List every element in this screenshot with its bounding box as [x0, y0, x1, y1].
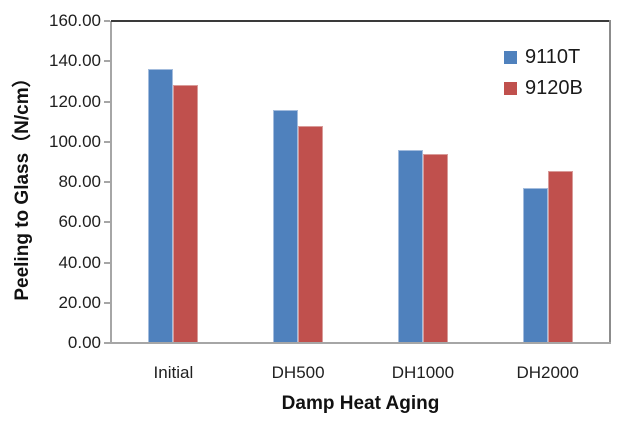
y-axis-tick-mark: [104, 261, 110, 264]
bar-9110T-Initial: [148, 69, 174, 343]
bar-9120B-DH2000: [547, 170, 573, 343]
y-axis-tick-mark: [104, 301, 110, 304]
x-axis-line: [110, 342, 611, 344]
x-axis-tick-label: DH2000: [516, 363, 579, 382]
x-axis-tick-label: Initial: [153, 363, 194, 382]
plot-area: [110, 20, 611, 344]
x-axis-title: Damp Heat Aging: [281, 393, 440, 414]
bar-9120B-Initial: [173, 85, 199, 343]
legend: 9110T 9120B: [504, 44, 583, 101]
y-axis-tick-mark: [104, 221, 110, 224]
bar-9110T-DH500: [273, 109, 299, 343]
y-axis-tick-mark: [104, 181, 110, 183]
x-axis-tick-label: DH1000: [391, 363, 455, 382]
legend-label: 9120B: [525, 76, 583, 99]
legend-item-9120B: 9120B: [504, 75, 583, 101]
y-axis-tick-label: 100.00: [49, 131, 101, 151]
y-axis-line: [110, 21, 112, 343]
legend-item-9110T: 9110T: [504, 44, 583, 70]
bar-9120B-DH1000: [422, 153, 448, 343]
y-axis-tick-mark: [104, 60, 110, 63]
bar-9110T-DH1000: [397, 149, 423, 343]
y-axis-tick-label: 40.00: [58, 252, 101, 272]
bar-9120B-DH500: [298, 125, 324, 343]
x-axis-tick-label: DH500: [271, 363, 325, 382]
y-axis-tick-mark: [104, 140, 110, 143]
y-axis-tick-mark: [104, 342, 110, 344]
bar-9110T-DH2000: [522, 188, 548, 343]
y-axis-tick-label: 80.00: [58, 172, 101, 191]
y-axis-tick-label: 120.00: [49, 91, 101, 111]
y-axis-tick-label: 140.00: [49, 51, 101, 71]
y-axis-tick-label: 0.00: [67, 333, 101, 352]
plot-border-top: [111, 20, 610, 22]
legend-swatch-9120B: [504, 81, 517, 95]
y-axis-tick-mark: [104, 100, 110, 103]
y-axis-tick-label: 160.00: [49, 11, 101, 30]
legend-label: 9110T: [525, 45, 581, 68]
legend-swatch-9110T: [504, 50, 517, 64]
y-axis-tick-label: 20.00: [58, 292, 101, 312]
y-axis-tick-label: 60.00: [58, 212, 101, 232]
plot-border-right: [609, 20, 611, 344]
y-axis-tick-mark: [104, 20, 110, 22]
